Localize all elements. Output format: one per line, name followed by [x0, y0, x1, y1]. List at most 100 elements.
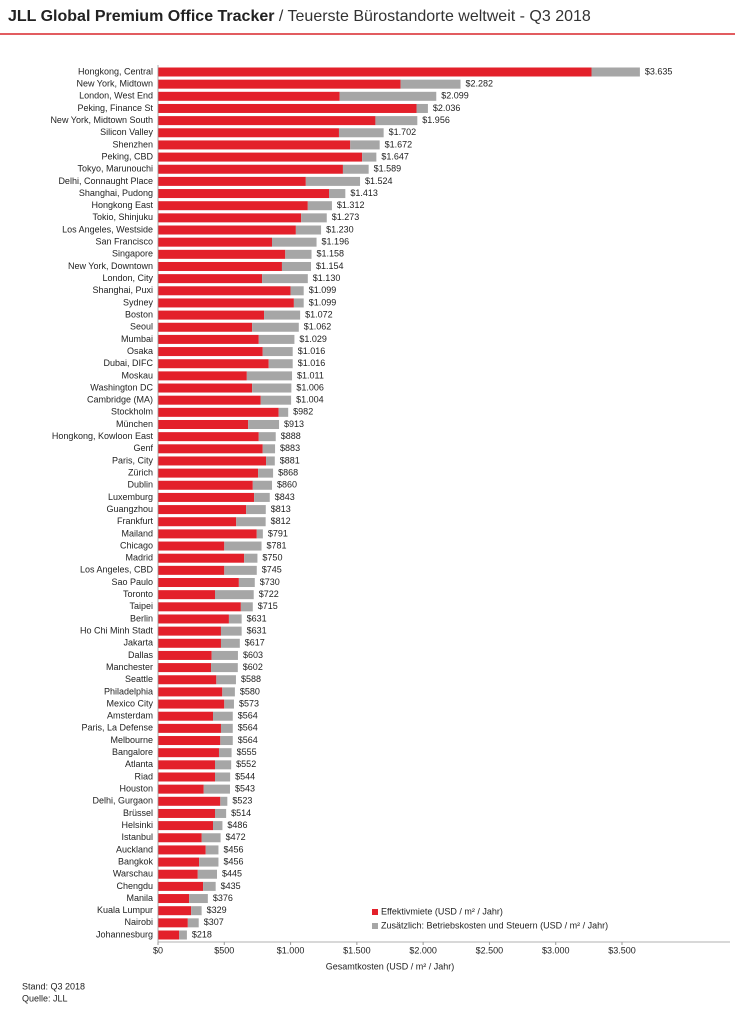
x-tick-label: $2.500 — [476, 945, 504, 955]
bar-segment — [158, 189, 330, 199]
bar-segment — [187, 918, 199, 928]
bar-segment — [262, 274, 308, 284]
bar-segment — [246, 505, 266, 515]
bar-segment — [248, 419, 280, 429]
x-tick-label: $3.000 — [542, 945, 570, 955]
y-tick-label: Manila — [126, 893, 153, 903]
y-tick-label: Bangalore — [112, 747, 153, 757]
bar-segment — [158, 906, 192, 916]
bar-segment — [258, 468, 274, 478]
x-axis-title: Gesamtkosten (USD / m² / Jahr) — [326, 961, 455, 971]
bar-segment — [213, 711, 233, 721]
y-tick-label: Hongkong, Central — [78, 66, 153, 76]
total-label: $486 — [227, 820, 247, 830]
y-tick-label: Stockholm — [111, 407, 153, 417]
bar-segment — [158, 869, 198, 879]
bar-segment — [215, 772, 231, 782]
bar-segment — [158, 748, 219, 758]
y-tick-label: Washington DC — [90, 382, 153, 392]
total-label: $982 — [293, 407, 313, 417]
bar-segment — [158, 468, 259, 478]
bar-segment — [158, 310, 265, 320]
y-tick-label: München — [116, 419, 153, 429]
bar-segment — [278, 407, 289, 417]
total-label: $1.099 — [309, 297, 337, 307]
bar-segment — [224, 541, 262, 551]
y-tick-label: Nairobi — [124, 917, 153, 927]
y-tick-label: Ho Chi Minh Stadt — [80, 626, 154, 636]
y-tick-label: Mailand — [121, 528, 153, 538]
total-label: $218 — [192, 929, 212, 939]
total-label: $1.672 — [385, 139, 413, 149]
total-label: $552 — [236, 759, 256, 769]
total-label: $573 — [239, 698, 259, 708]
y-tick-label: Dallas — [128, 650, 154, 660]
bar-segment — [158, 480, 253, 490]
bar-segment — [222, 687, 235, 697]
total-label: $564 — [238, 711, 258, 721]
bar-segment — [264, 310, 301, 320]
total-label: $730 — [260, 577, 280, 587]
bar-segment — [201, 833, 221, 843]
bar-segment — [158, 541, 225, 551]
bar-segment — [272, 237, 317, 247]
bar-segment — [362, 152, 377, 162]
bar-segment — [191, 906, 202, 916]
y-tick-label: Kuala Lumpur — [97, 905, 153, 915]
bar-segment — [189, 894, 208, 904]
bar-segment — [244, 553, 258, 563]
bar-segment — [158, 808, 216, 818]
bar-segment — [224, 699, 234, 709]
bar-segment — [246, 371, 293, 381]
total-label: $555 — [237, 747, 257, 757]
y-tick-label: Cambridge (MA) — [87, 395, 153, 405]
total-label: $913 — [284, 419, 304, 429]
y-tick-label: New York, Midtown South — [50, 115, 153, 125]
bar-segment — [158, 517, 237, 527]
bar-segment — [203, 784, 230, 794]
y-tick-label: Peking, CBD — [101, 151, 153, 161]
total-label: $588 — [241, 674, 261, 684]
y-tick-label: Bangkok — [118, 856, 154, 866]
total-label: $1.062 — [304, 322, 332, 332]
bar-segment — [158, 590, 216, 600]
bar-segment — [215, 590, 254, 600]
y-tick-label: Taipei — [129, 601, 153, 611]
bar-segment — [218, 748, 232, 758]
bar-segment — [305, 176, 361, 186]
bar-segment — [158, 760, 216, 770]
y-tick-label: Mumbai — [121, 334, 153, 344]
bar-segment — [258, 334, 295, 344]
total-label: $1.589 — [374, 164, 402, 174]
total-label: $750 — [262, 553, 282, 563]
y-tick-label: Shenzhen — [112, 139, 153, 149]
total-label: $2.282 — [466, 79, 494, 89]
y-tick-label: Auckland — [116, 844, 153, 854]
bar-segment — [158, 505, 247, 515]
bar-segment — [329, 189, 346, 199]
bar-segment — [338, 128, 384, 138]
footnote: Quelle: JLL — [22, 993, 68, 1003]
bar-segment — [258, 432, 276, 442]
chart-subtitle: / Teuerste Bürostandorte weltweit - Q3 2… — [279, 8, 591, 25]
bar-segment — [203, 881, 216, 891]
y-tick-label: Peking, Finance St — [77, 103, 153, 113]
bar-segment — [158, 128, 339, 138]
bar-segment — [400, 79, 461, 89]
bar-segment — [342, 164, 369, 174]
x-tick-label: $1.000 — [277, 945, 305, 955]
total-label: $307 — [204, 917, 224, 927]
total-label: $456 — [223, 856, 243, 866]
bar-segment — [158, 201, 308, 211]
bar-segment — [158, 225, 296, 235]
bar-segment — [158, 140, 351, 150]
bar-segment — [266, 456, 275, 466]
y-tick-label: Paris, City — [112, 455, 154, 465]
bar-segment — [158, 602, 241, 612]
total-label: $1.312 — [337, 200, 365, 210]
total-label: $888 — [281, 431, 301, 441]
y-tick-label: New York, Downtown — [68, 261, 153, 271]
bar-segment — [252, 322, 299, 332]
bar-segment — [293, 298, 304, 308]
legend-swatch — [372, 923, 378, 929]
